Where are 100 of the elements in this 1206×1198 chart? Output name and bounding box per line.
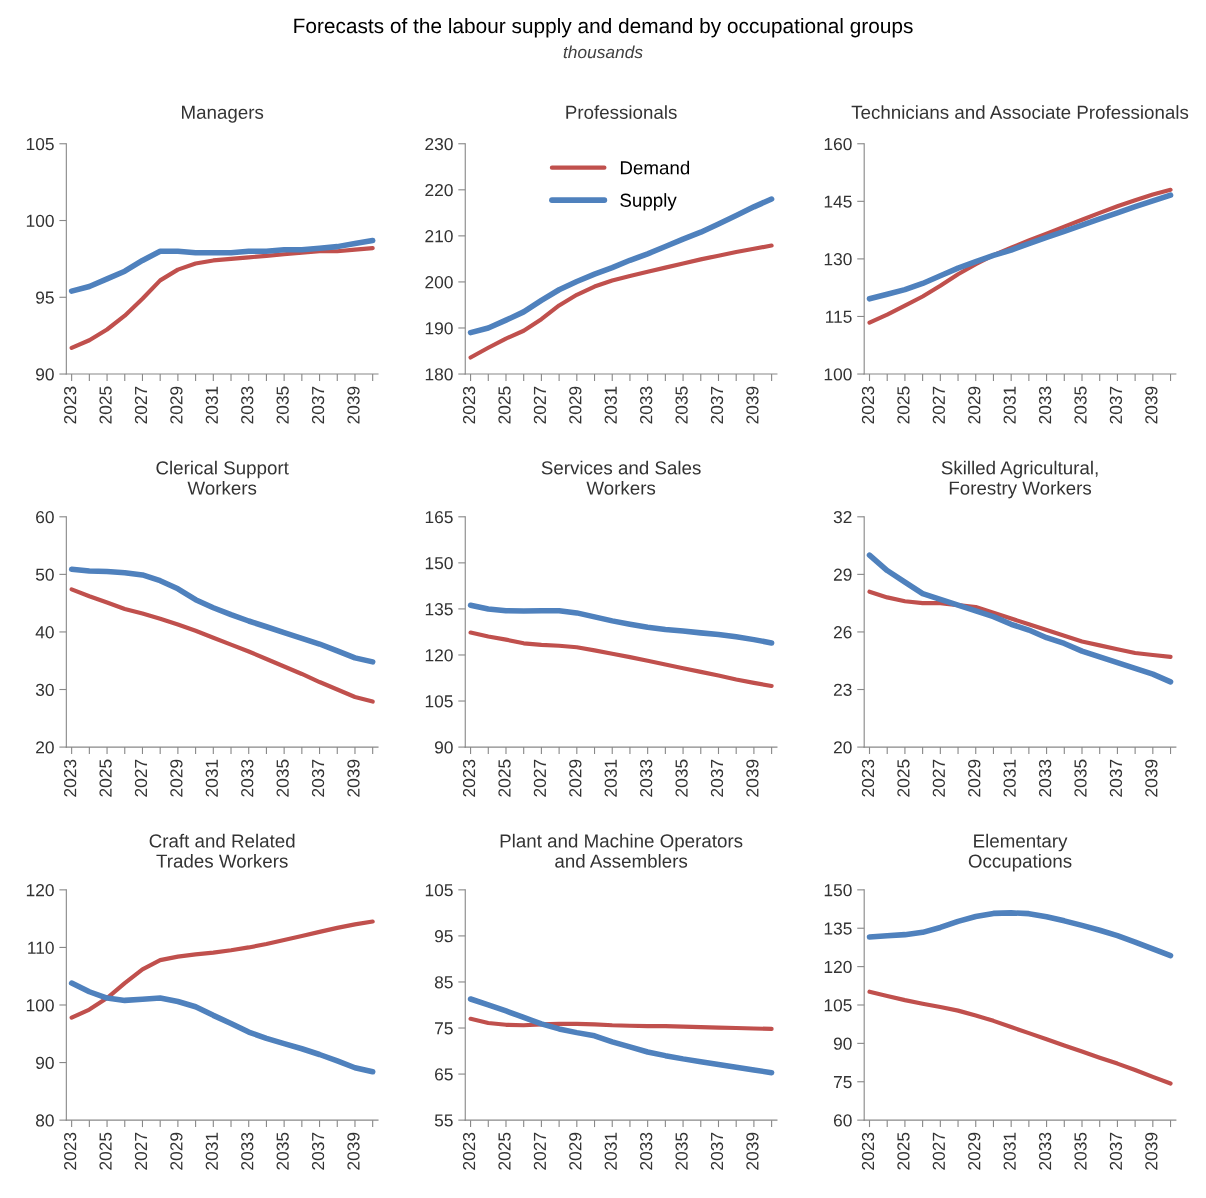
x-tick-label: 2029 [569, 386, 582, 424]
x-tick-label: 2033 [640, 386, 653, 424]
x-tick-label: 2033 [1038, 1132, 1052, 1170]
x-tick-label: 2033 [640, 759, 653, 797]
x-tick-label: 2023 [64, 759, 77, 797]
x-tick-label: 2023 [462, 386, 476, 424]
x-tick-label: 2033 [241, 386, 254, 424]
text: Forecasts of the labour supply and demand by occupational groups [294, 17, 913, 38]
y-tick-label: 29 [833, 568, 852, 581]
y-tick-label: 220 [425, 183, 453, 197]
x-tick-label: 2039 [347, 1132, 360, 1170]
x-tick-label: 2025 [99, 1132, 112, 1170]
x-tick-label: 2031 [1003, 386, 1016, 424]
line-series [867, 589, 1173, 659]
x-tick-label: 2029 [569, 759, 582, 797]
y-tick-label: 100 [26, 999, 54, 1012]
x-tick-label: 2029 [170, 386, 183, 424]
y-tick-label: 90 [36, 368, 54, 381]
y-tick-label: 65 [435, 1068, 453, 1081]
x-tick-label: 2027 [932, 1132, 945, 1170]
chart-title: Craft and Related Trades Workers [149, 833, 295, 868]
x-tick-label: 2039 [746, 386, 759, 424]
x-tick-label: 2025 [498, 386, 511, 424]
x-tick-label: 2025 [99, 386, 112, 424]
line-series [468, 1016, 774, 1032]
x-tick-label: 2039 [1145, 759, 1158, 797]
y-tick-label: 100 [26, 214, 54, 227]
x-tick-label: 2039 [746, 759, 759, 797]
y-tick-label: 100 [824, 368, 852, 381]
x-tick-label: 2035 [276, 759, 289, 797]
x-tick-label: 2035 [675, 759, 688, 797]
x-tick-label: 2027 [932, 386, 945, 424]
x-tick-label: 2029 [170, 1132, 183, 1170]
chart-title: Services and Sales Workers [541, 460, 701, 495]
chart-title: Clerical Support Workers [156, 460, 289, 495]
legend-label: Demand [620, 160, 690, 175]
y-tick-label: 160 [824, 137, 852, 151]
x-tick-label: 2029 [569, 1132, 582, 1170]
y-tick-label: 105 [425, 884, 453, 897]
y-tick-label: 145 [824, 195, 852, 208]
y-tick-label: 135 [824, 922, 852, 935]
line-series [69, 919, 375, 1020]
x-tick-label: 2037 [1109, 386, 1123, 424]
x-tick-label: 2027 [533, 386, 547, 424]
y-tick-label: 230 [425, 137, 453, 151]
y-tick-label: 60 [36, 510, 54, 524]
x-tick-label: 2035 [1074, 1132, 1087, 1170]
y-tick-label: 40 [35, 626, 54, 639]
x-tick-label: 2035 [276, 386, 289, 424]
chart-title: Professionals [566, 105, 677, 119]
x-tick-label: 2025 [99, 759, 112, 797]
x-tick-label: 2027 [533, 1132, 547, 1170]
x-tick-label: 2035 [1074, 759, 1087, 797]
x-tick-label: 2033 [1038, 759, 1052, 797]
x-tick-label: 2037 [1109, 1132, 1123, 1170]
x-tick-label: 2033 [640, 1132, 653, 1170]
y-tick-label: 105 [824, 999, 852, 1012]
line-series [69, 246, 375, 351]
x-tick-label: 2029 [968, 759, 981, 797]
x-tick-label: 2023 [462, 759, 476, 797]
x-tick-label: 2027 [134, 386, 148, 424]
y-tick-label: 120 [824, 960, 852, 974]
chart-title: Managers [182, 105, 264, 123]
x-tick-label: 2025 [897, 1132, 910, 1170]
y-tick-label: 95 [434, 930, 453, 943]
y-tick-label: 90 [36, 1056, 54, 1070]
chart-title: Skilled Agricultural, Forestry Workers [941, 460, 1098, 499]
text: thousands [563, 45, 643, 59]
x-tick-label: 2023 [861, 386, 875, 424]
y-tick-label: 150 [425, 557, 453, 570]
x-tick-label: 2029 [170, 759, 183, 797]
x-tick-label: 2039 [347, 386, 360, 424]
x-tick-label: 2023 [64, 386, 77, 424]
y-tick-label: 120 [425, 649, 453, 662]
x-tick-label: 2039 [347, 759, 360, 797]
chart-title: Elementary Occupations [968, 833, 1072, 872]
x-tick-label: 2023 [861, 759, 875, 797]
y-tick-label: 210 [425, 230, 453, 243]
x-tick-label: 2023 [64, 1132, 77, 1170]
y-tick-label: 190 [425, 322, 453, 335]
x-tick-label: 2027 [134, 759, 148, 797]
x-tick-label: 2031 [1003, 1132, 1016, 1170]
x-tick-label: 2039 [1145, 1132, 1158, 1170]
y-tick-label: 150 [824, 884, 852, 897]
y-tick-label: 30 [35, 683, 54, 696]
y-tick-label: 50 [35, 568, 54, 581]
x-tick-label: 2035 [675, 1132, 688, 1170]
y-tick-label: 130 [824, 253, 852, 266]
chart-title: Plant and Machine Operators and Assemblers [500, 833, 743, 868]
x-tick-label: 2027 [533, 759, 547, 797]
y-tick-label: 75 [833, 1076, 852, 1089]
x-tick-label: 2037 [710, 386, 724, 424]
y-tick-label: 180 [425, 368, 453, 381]
y-tick-label: 80 [35, 1114, 54, 1127]
x-tick-label: 2035 [276, 1132, 289, 1170]
x-tick-label: 2037 [710, 759, 724, 797]
x-tick-label: 2029 [968, 1132, 981, 1170]
x-tick-label: 2031 [604, 386, 617, 424]
x-tick-label: 2039 [746, 1132, 759, 1170]
x-tick-label: 2037 [311, 759, 325, 797]
